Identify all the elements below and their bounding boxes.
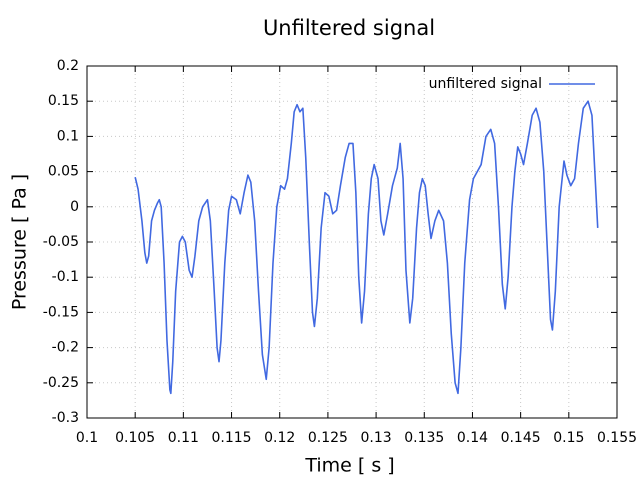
y-tick-label: 0.2 — [57, 58, 79, 74]
x-tick-label: 0.105 — [115, 430, 155, 446]
x-tick-label: 0.125 — [308, 430, 348, 446]
x-tick-label: 0.135 — [404, 430, 444, 446]
x-tick-label: 0.115 — [211, 430, 251, 446]
chart-title: Unfiltered signal — [263, 16, 435, 40]
y-tick-label: -0.1 — [52, 269, 79, 285]
x-tick-label: 0.12 — [264, 430, 295, 446]
y-tick-label: -0.05 — [43, 234, 79, 250]
y-tick-label: 0.05 — [48, 164, 79, 180]
y-tick-label: -0.25 — [43, 375, 79, 391]
legend-label: unfiltered signal — [429, 76, 542, 92]
x-tick-label: 0.145 — [501, 430, 541, 446]
y-tick-label: 0 — [70, 199, 79, 215]
x-tick-label: 0.1 — [76, 430, 98, 446]
data-line — [134, 100, 599, 395]
y-tick-label: 0.15 — [48, 93, 79, 109]
y-tick-label: -0.3 — [52, 410, 79, 426]
x-tick-label: 0.13 — [361, 430, 392, 446]
y-tick-label: -0.15 — [43, 304, 79, 320]
x-tick-label: 0.14 — [457, 430, 488, 446]
x-tick-label: 0.15 — [553, 430, 584, 446]
y-axis-label: Pressure [ Pa ] — [9, 174, 31, 310]
y-tick-label: 0.1 — [57, 128, 79, 144]
y-tick-label: -0.2 — [52, 340, 79, 356]
x-tick-label: 0.155 — [597, 430, 637, 446]
plot-border — [86, 65, 618, 419]
x-axis-label: Time [ s ] — [304, 455, 394, 477]
x-tick-label: 0.11 — [168, 430, 199, 446]
